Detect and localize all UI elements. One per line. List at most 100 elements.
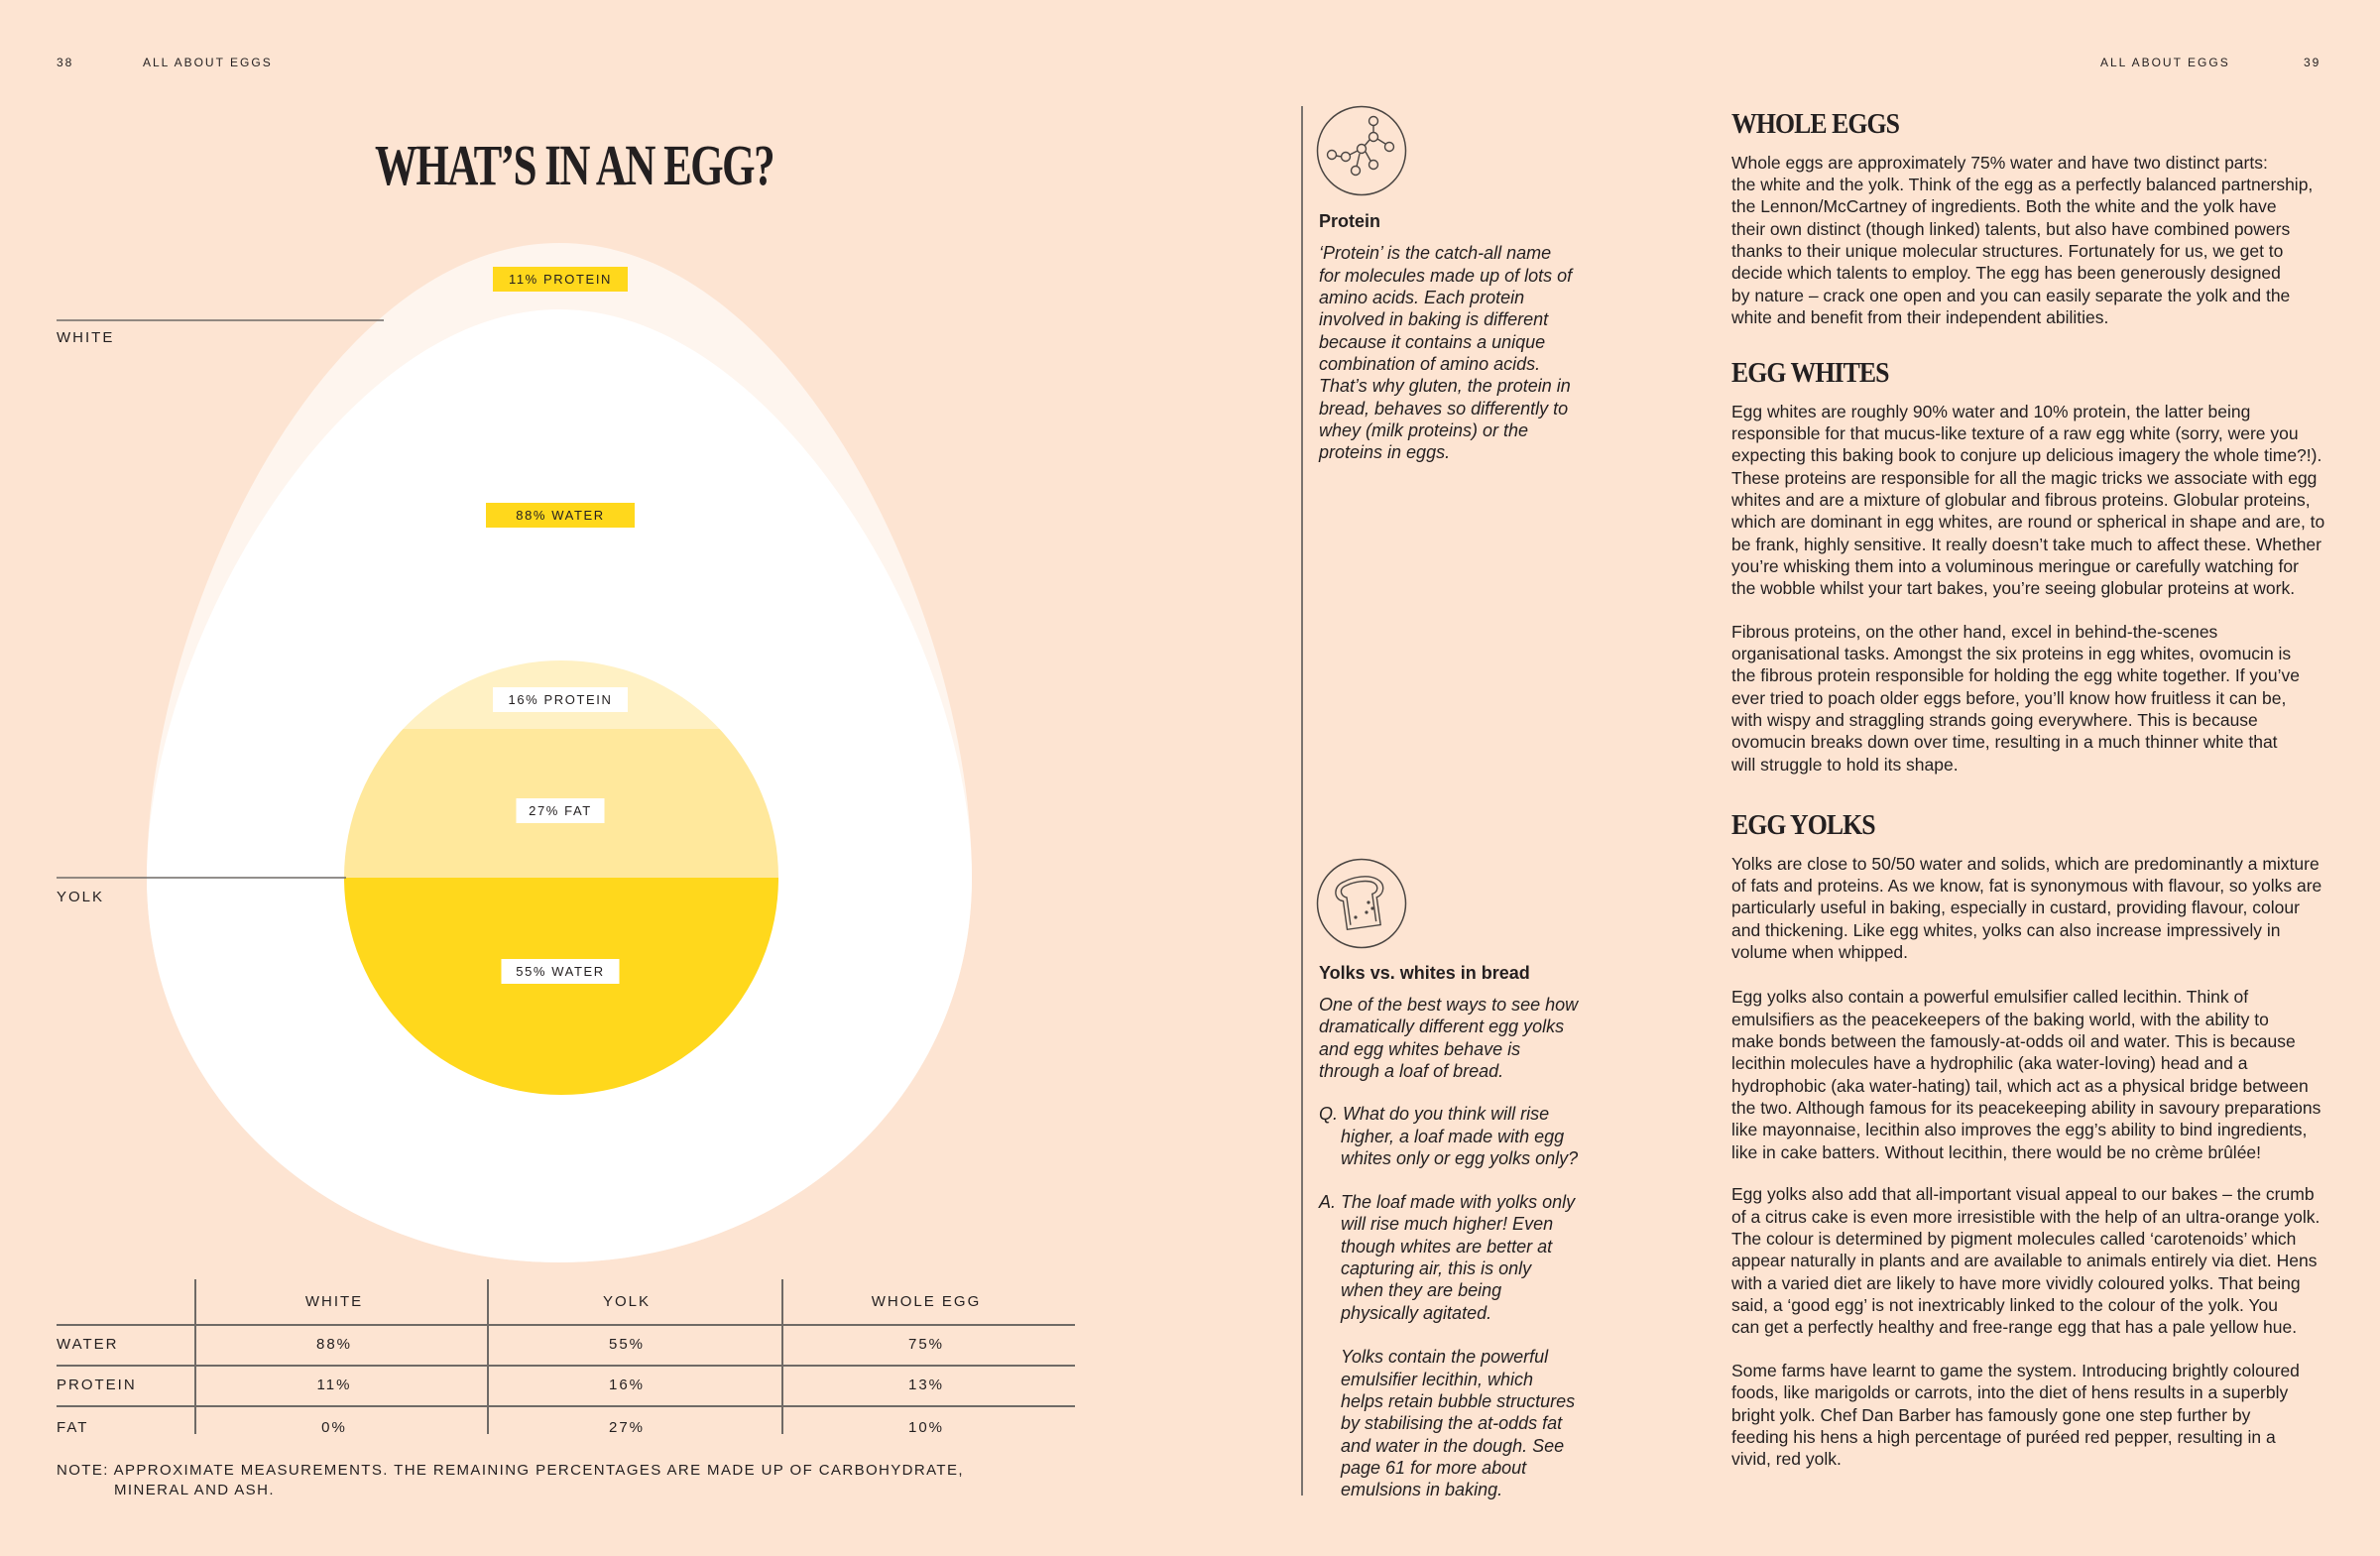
article-line: the wobble whilst your tart bakes, you’r…: [1731, 578, 2296, 599]
article-line: ever tried to poach older eggs before, y…: [1731, 687, 2287, 708]
sidebar-line: proteins in eggs.: [1319, 442, 1451, 463]
article-line: by nature – crack one open and you can e…: [1731, 285, 2291, 305]
left-page-number: 38: [57, 56, 74, 69]
sidebar-line: through a loaf of bread.: [1319, 1061, 1504, 1082]
bread-answer-continued: Yolks contain the powerful emulsifier le…: [1319, 1346, 1575, 1500]
article-line: their own distinct (though linked) talen…: [1731, 218, 2291, 239]
article-line: hydrophobic (aka water-hating) tail, whi…: [1731, 1075, 2309, 1096]
sidebar-line: involved in baking is different: [1319, 309, 1549, 330]
table-cell: 10%: [907, 1419, 945, 1436]
table-cell: 11%: [316, 1376, 352, 1393]
article-line: particularly useful in baking, especiall…: [1731, 898, 2300, 918]
sidebar-line: page 61 for more about: [1341, 1457, 1527, 1478]
article-line: These proteins are responsible for all t…: [1731, 467, 2318, 488]
sidebar-line: because it contains a unique: [1319, 331, 1546, 352]
table-note: MINERAL AND ASH.: [114, 1482, 275, 1498]
bread-question: Q. What do you think will rise higher, a…: [1319, 1103, 1578, 1169]
sidebar-line: by stabilising the at-odds fat: [1341, 1413, 1563, 1434]
article-line: like in cake batters. Without lecithin, …: [1731, 1141, 2262, 1162]
article-line: decide which talents to employ. The egg …: [1731, 263, 2281, 284]
protein-heading: Protein: [1319, 211, 1381, 231]
article-line: the two. Although famous for its peaceke…: [1731, 1098, 2321, 1119]
column-divider: [1301, 106, 1303, 1496]
article-line: the fibrous protein responsible for hold…: [1731, 665, 2301, 686]
table-cell: 55%: [608, 1336, 646, 1353]
article-line: The colour is determined by pigment mole…: [1731, 1229, 2297, 1250]
article-line: Egg yolks also add that all-important vi…: [1731, 1184, 2315, 1205]
yolk-water-tag: 55% WATER: [501, 959, 620, 984]
table-note: NOTE: APPROXIMATE MEASUREMENTS. THE REMA…: [57, 1462, 964, 1479]
sidebar-line: helps retain bubble structures: [1341, 1390, 1576, 1411]
article-paragraph: Some farms have learnt to game the syste…: [1731, 1360, 2300, 1471]
table-divider: [781, 1279, 783, 1434]
table-cell: 27%: [608, 1419, 646, 1436]
sidebar-line: That’s why gluten, the protein in: [1319, 376, 1571, 397]
table-row-label: WATER: [57, 1336, 119, 1353]
sidebar-line: for molecules made up of lots of: [1319, 265, 1573, 286]
right-page-number: 39: [2304, 56, 2321, 69]
article-line: white and benefit from their independent…: [1731, 306, 2109, 327]
molecule-icon: [1316, 105, 1407, 196]
yolk-protein-tag: 16% PROTEIN: [493, 687, 628, 712]
sidebar-line: bread, behaves so differently to: [1319, 398, 1569, 419]
article-line: emulsifiers as the peacekeepers of the b…: [1731, 1009, 2269, 1029]
article-line: said, a ‘good egg’ is not inextricably l…: [1731, 1295, 2278, 1316]
sidebar-line: Q. What do you think will rise: [1319, 1104, 1550, 1125]
article-line: of a citrus cake is even more irresistib…: [1731, 1206, 2320, 1227]
sidebar-line: combination of amino acids.: [1319, 354, 1541, 375]
sidebar-line: dramatically different egg yolks: [1319, 1017, 1565, 1037]
white-protein-tag: 11% PROTEIN: [493, 267, 628, 292]
infographic-title: WHAT’S IN AN EGG?: [374, 133, 775, 197]
article-line: and thickening. Like egg whites, yolks c…: [1731, 919, 2281, 940]
sidebar-line: capturing air, this is only: [1341, 1257, 1532, 1278]
table-header-whole-egg: WHOLE EGG: [871, 1293, 982, 1310]
sidebar-line: emulsions in baking.: [1341, 1480, 1503, 1500]
sidebar-line: physically agitated.: [1341, 1302, 1492, 1323]
article-line: vivid, red yolk.: [1731, 1449, 1842, 1470]
section-heading-egg-whites: EGG WHITES: [1731, 357, 1889, 389]
article-line: can get a perfectly healthy and free-ran…: [1731, 1317, 2298, 1338]
article-line: thanks to their unique molecular structu…: [1731, 240, 2284, 261]
article-line: Yolks are close to 50/50 water and solid…: [1731, 853, 2320, 874]
article-line: Fibrous proteins, on the other hand, exc…: [1731, 621, 2218, 642]
sidebar-line: emulsifier lecithin, which: [1341, 1369, 1534, 1389]
sidebar-line: One of the best ways to see how: [1319, 995, 1579, 1016]
table-row-label: FAT: [57, 1419, 89, 1436]
sidebar-line: whites only or egg yolks only?: [1341, 1147, 1579, 1168]
yolk-label: YOLK: [57, 889, 105, 905]
article-paragraph: Yolks are close to 50/50 water and solid…: [1731, 853, 2321, 964]
article-paragraph: Egg yolks also add that all-important vi…: [1731, 1183, 2320, 1338]
table-divider: [487, 1279, 489, 1434]
article-line: which are dominant in egg whites, are ro…: [1731, 512, 2325, 533]
article-line: volume when whipped.: [1731, 942, 1909, 962]
sidebar-line: though whites are better at: [1341, 1236, 1553, 1257]
article-line: Some farms have learnt to game the syste…: [1731, 1360, 2300, 1380]
sidebar-line: whey (milk proteins) or the: [1319, 420, 1529, 441]
section-heading-whole-eggs: WHOLE EGGS: [1731, 108, 1900, 140]
article-line: Whole eggs are approximately 75% water a…: [1731, 152, 2268, 173]
table-divider: [194, 1279, 196, 1434]
article-paragraph: Fibrous proteins, on the other hand, exc…: [1731, 621, 2300, 776]
sidebar-line: amino acids. Each protein: [1319, 288, 1525, 308]
article-line: the white and the yolk. Think of the egg…: [1731, 174, 2314, 194]
right-running-title: ALL ABOUT EGGS: [2100, 56, 2230, 69]
article-line: with wispy and straggling strands going …: [1731, 709, 2258, 730]
article-line: the Lennon/McCartney of ingredients. Bot…: [1731, 196, 2277, 217]
bread-answer: A. The loaf made with yolks only will ri…: [1319, 1191, 1575, 1324]
article-line: lecithin molecules have a hydrophilic (a…: [1731, 1053, 2248, 1074]
article-line: of fats and proteins. As we know, fat is…: [1731, 876, 2322, 897]
article-line: foods, like marigolds or carrots, into t…: [1731, 1382, 2289, 1403]
sidebar-line: ‘Protein’ is the catch-all name: [1319, 243, 1552, 264]
white-label: WHITE: [57, 329, 115, 346]
table-header-yolk: YOLK: [602, 1293, 652, 1310]
sidebar-line: when they are being: [1341, 1280, 1502, 1301]
article-line: like mayonnaise, lecithin also improves …: [1731, 1120, 2308, 1140]
article-paragraph: Egg whites are roughly 90% water and 10%…: [1731, 401, 2324, 600]
article-line: you’re whisking them into a voluminous m…: [1731, 555, 2299, 576]
bread-heading: Yolks vs. whites in bread: [1319, 963, 1530, 983]
table-cell: 88%: [315, 1336, 353, 1353]
article-line: feeding his hens a high percentage of pu…: [1731, 1426, 2276, 1447]
section-heading-egg-yolks: EGG YOLKS: [1731, 809, 1876, 841]
left-running-title: ALL ABOUT EGGS: [143, 56, 273, 69]
article-line: responsible for that mucus-like texture …: [1731, 422, 2299, 443]
